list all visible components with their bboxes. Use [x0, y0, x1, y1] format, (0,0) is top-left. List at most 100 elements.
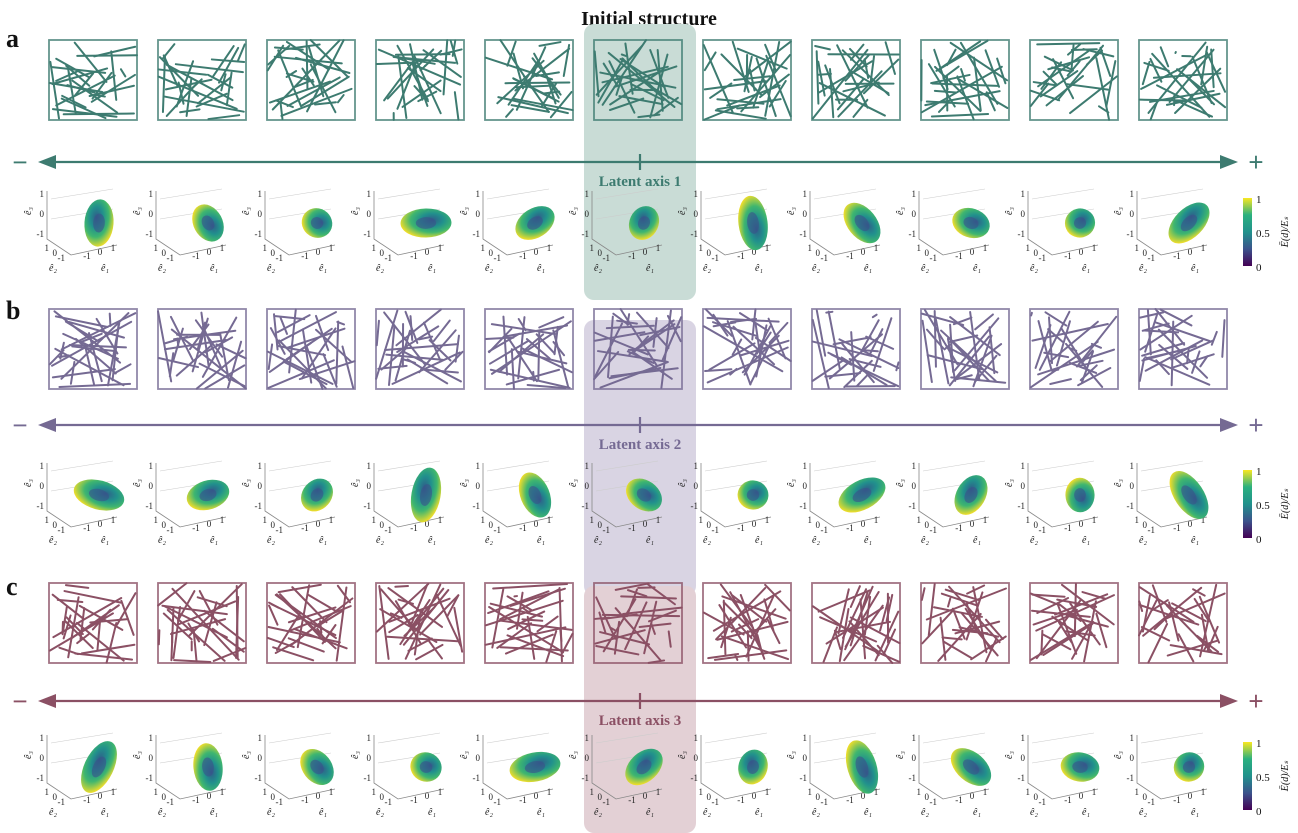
e3-label: ê₃ [677, 207, 688, 215]
lattice-strut [1165, 92, 1221, 106]
lattice-strut [706, 346, 789, 384]
lattice-strut [920, 587, 926, 601]
y-tick-label: 1 [154, 515, 159, 525]
lattice-strut [1144, 356, 1211, 386]
y-tick-label: 0 [271, 520, 276, 530]
e3-label: ê₃ [23, 751, 34, 759]
lattice-strut [210, 58, 246, 63]
lattice-strut [703, 51, 717, 72]
lattice-strut [616, 319, 638, 325]
axis-minus-sign: − [12, 686, 27, 716]
surface-shading [636, 759, 652, 775]
y-tick-label: -1 [167, 253, 175, 263]
z-tick-label: -1 [37, 229, 45, 239]
lattice-strut [522, 75, 550, 113]
arrow-head-right [1220, 155, 1238, 169]
x-tick-label: 0 [970, 247, 975, 257]
surface-shading [962, 759, 980, 775]
lattice-strut [158, 56, 200, 97]
x-tick-label: 0 [98, 791, 103, 801]
lattice-strut [1066, 83, 1109, 91]
lattice-strut [703, 80, 767, 91]
lattice-strut [404, 583, 442, 660]
lattice-strut [168, 352, 175, 378]
lattice-strut [607, 51, 676, 108]
lattice-strut [386, 635, 459, 643]
lattice-strut [335, 320, 340, 385]
lattice-strut [863, 58, 870, 79]
lattice-strut [379, 608, 438, 644]
lattice-strut [487, 332, 521, 353]
e2-label: ê₂ [703, 263, 711, 274]
lattice-strut [649, 53, 669, 119]
arrow-head-left [38, 694, 56, 708]
lattice-strut [63, 619, 94, 650]
lattice-strut [764, 40, 781, 117]
z-tick-label: -1 [146, 501, 154, 511]
lattice-strut [768, 321, 789, 344]
e1-label: ê₁ [537, 263, 545, 274]
grid-line [813, 732, 877, 744]
lattice-strut [49, 60, 60, 120]
lattice-strut [506, 40, 517, 67]
lattice-strut [1138, 603, 1200, 626]
y-tick-label: 1 [481, 243, 486, 253]
lattice-strut [1205, 50, 1227, 93]
y-tick-label: -1 [494, 253, 502, 263]
arrow-head-right [1220, 418, 1238, 432]
z-tick-label: 1 [912, 461, 917, 471]
lattice-strut [1105, 60, 1117, 108]
lattice-strut [375, 582, 430, 633]
lattice-strut [951, 607, 966, 640]
y-tick-label: -1 [821, 797, 829, 807]
lattice-strut [206, 73, 234, 89]
e3-label: ê₃ [1113, 479, 1124, 487]
e2-label: ê₂ [812, 535, 820, 546]
y-tick-label: 1 [372, 243, 377, 253]
lattice-structure [593, 39, 683, 121]
lattice-frame [375, 308, 465, 390]
lattice-strut [512, 77, 560, 103]
colorbar-tick: 1 [1256, 194, 1262, 206]
lattice-strut [959, 41, 999, 105]
y-tick-label: 1 [481, 787, 486, 797]
lattice-structure [1138, 582, 1228, 664]
x-tick-label: -1 [83, 795, 91, 805]
lattice-strut [383, 57, 417, 102]
z-tick-label: 0 [40, 481, 45, 491]
lattice-strut [1029, 82, 1050, 107]
colorbar-label: Ē(d)/Eₛ [1279, 761, 1291, 793]
z-tick-label: 0 [912, 481, 917, 491]
lattice-strut [195, 349, 244, 390]
lattice-strut [815, 309, 827, 357]
lattice-strut [949, 323, 955, 373]
lattice-strut [944, 588, 981, 602]
x-tick-label: -1 [192, 795, 200, 805]
lattice-strut [593, 331, 646, 342]
lattice-strut [187, 622, 201, 643]
lattice-strut [859, 598, 867, 660]
lattice-strut [287, 637, 325, 653]
lattice-strut [838, 608, 850, 663]
y-tick-label: 0 [816, 520, 821, 530]
lattice-strut [1170, 339, 1214, 361]
z-tick-label: 1 [149, 733, 154, 743]
z-tick-label: 1 [1021, 189, 1026, 199]
lattice-strut [419, 594, 460, 636]
z-tick-label: -1 [255, 229, 263, 239]
z-tick-label: -1 [800, 229, 808, 239]
lattice-strut [113, 363, 132, 375]
e3-label: ê₃ [132, 751, 143, 759]
colorbar-tick: 0.5 [1256, 500, 1270, 512]
lattice-strut [507, 610, 546, 631]
z-tick-label: 0 [1021, 209, 1026, 219]
x-tick-label: 0 [970, 791, 975, 801]
